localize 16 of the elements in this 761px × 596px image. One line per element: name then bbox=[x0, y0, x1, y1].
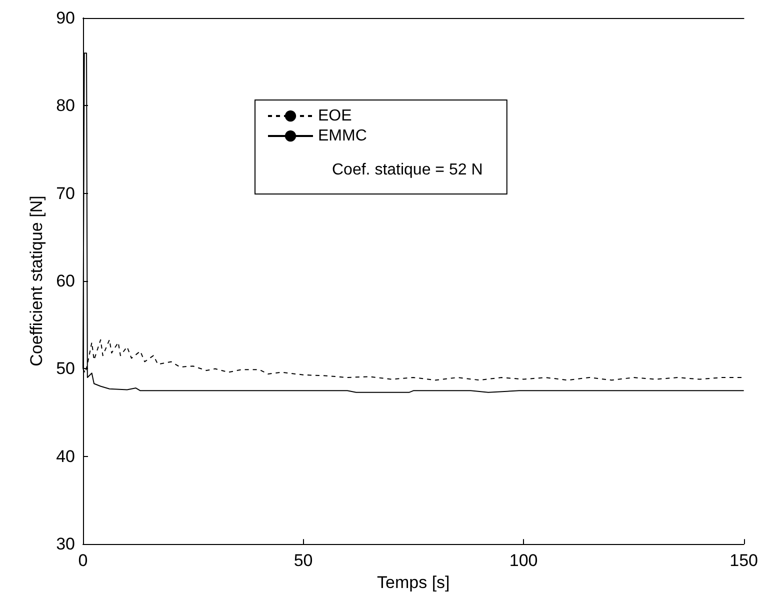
y-tick-label: 50 bbox=[56, 359, 75, 378]
y-tick-label: 60 bbox=[56, 272, 75, 291]
legend-label: EMMC bbox=[318, 128, 367, 144]
y-tick-label: 40 bbox=[56, 446, 75, 466]
y-tick-label: 80 bbox=[56, 96, 75, 116]
legend-label: EOE bbox=[318, 108, 352, 124]
annotation: Coef. statique = 52 N bbox=[332, 162, 483, 178]
x-tick-label: 0 bbox=[78, 551, 88, 570]
x-tick-label: 50 bbox=[294, 551, 313, 570]
x-tick-label: 150 bbox=[730, 551, 758, 570]
y-axis-title: Coefficient statique [N] bbox=[27, 196, 46, 366]
y-tick-label: 30 bbox=[56, 534, 75, 554]
y-tick-label: 90 bbox=[56, 8, 75, 28]
x-axis-title: Temps [s] bbox=[377, 573, 450, 592]
y-tick-label: 70 bbox=[56, 184, 75, 203]
x-tick-label: 100 bbox=[509, 551, 538, 570]
